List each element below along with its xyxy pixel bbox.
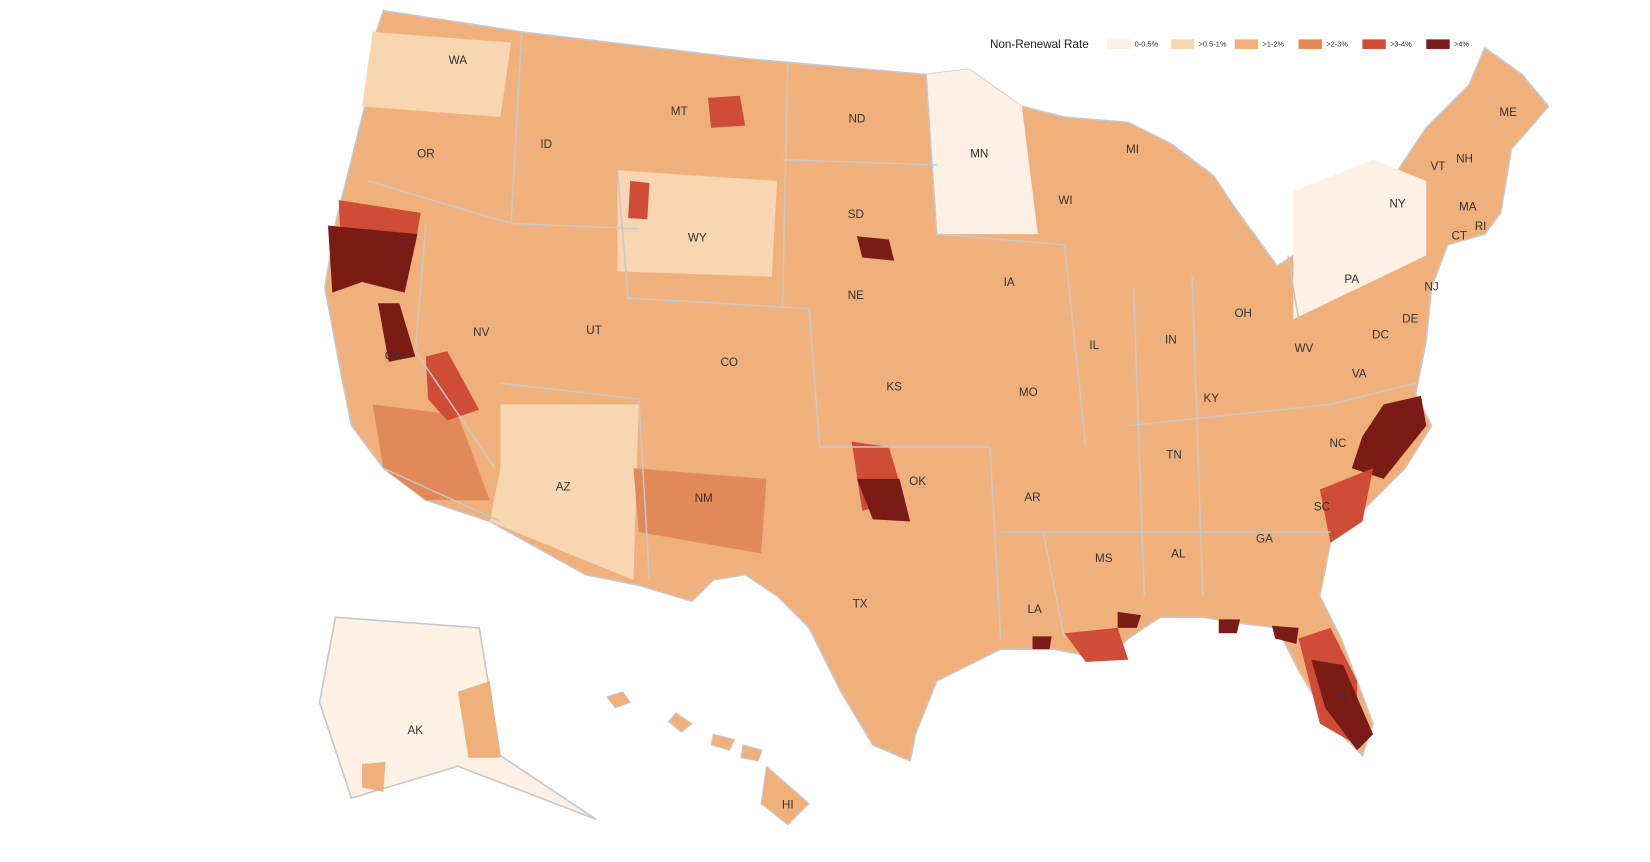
state-label: SC [1314,501,1330,514]
state-label: WA [449,54,468,67]
state-label: MA [1459,201,1477,214]
region [425,351,480,421]
state-label: AR [1024,491,1040,504]
region [1271,625,1299,644]
region [1064,627,1129,662]
state-label: GA [1256,533,1273,546]
region [328,225,418,293]
region [1117,611,1142,628]
state-labels: WA OR ID MT ND MN SD WY NV UT CO NE IA W… [385,54,1517,812]
legend-label: >2-3% [1326,40,1348,49]
state-label: AZ [556,480,571,493]
state-label: NE [848,289,864,302]
state-label: KS [886,380,902,393]
region [378,303,416,362]
region [605,691,810,826]
state-label: WI [1058,194,1072,207]
legend-label: 0-0.5% [1135,40,1159,49]
state-label: OR [417,147,435,160]
region [489,404,639,580]
region [856,236,895,261]
state-label: LA [1027,603,1042,616]
state-label: ID [540,138,552,151]
state-label: MI [1126,143,1139,156]
legend-swatch [1107,39,1131,49]
state-label: PA [1344,273,1359,286]
state-label: ME [1499,106,1517,119]
legend-swatch [1362,39,1386,49]
legend-label: >3-4% [1390,40,1412,49]
state-label: IA [1004,276,1015,289]
state-label: DE [1402,312,1418,325]
region [633,468,767,554]
legend-swatch [1426,39,1450,49]
region [628,180,650,220]
legend-label: >1-2% [1262,40,1284,49]
region [1032,636,1052,650]
state-label: OK [909,475,926,488]
state-label: WV [1294,342,1313,355]
region [1351,395,1427,479]
region [457,681,501,758]
state-label: NV [473,326,489,339]
state-label: AK [407,724,423,737]
state-label: NC [1329,437,1346,450]
state-label: UT [586,324,602,337]
state-label: CT [1451,229,1467,242]
state-label: MS [1095,552,1113,565]
region [617,170,778,277]
region [926,69,1038,235]
state-label: NH [1456,153,1473,166]
region [856,478,911,522]
state-label: SD [848,208,864,221]
state-label: DC [1372,328,1389,341]
state-label: IL [1089,339,1099,352]
state-label: AL [1171,548,1186,561]
state-label: MT [671,105,688,118]
region [1218,619,1241,634]
state-label: RI [1475,220,1487,233]
legend-swatch [1298,39,1322,49]
state-label: CO [720,356,738,369]
region [707,95,746,128]
state-label: CA [385,350,401,363]
legend-swatch [1170,39,1195,49]
region [362,31,512,118]
legend-title: Non-Renewal Rate [990,38,1089,51]
state-label: TN [1166,449,1182,462]
region [1293,159,1427,320]
state-label: KY [1204,392,1220,405]
state-label: VT [1431,160,1446,173]
state-label: FL [1336,690,1350,703]
legend: Non-Renewal Rate 0-0.5% >0.5-1% >1-2% >2-3%… [990,38,1469,51]
state-borders [367,31,1416,639]
map-regions [318,9,1550,826]
state-label: MN [970,147,988,160]
state-label: HI [782,799,794,812]
region [362,761,386,792]
state-label: MO [1019,386,1038,399]
region [1319,468,1374,543]
region [318,616,597,821]
legend-label: >4% [1454,40,1469,49]
state-label: NJ [1424,280,1438,293]
state-label: TX [853,598,868,611]
state-label: ND [848,112,865,125]
state-label: WY [688,231,707,244]
state-label: OH [1234,307,1252,320]
state-label: VA [1352,368,1367,381]
state-label: NY [1389,197,1405,210]
legend-label: >0.5-1% [1199,40,1227,49]
state-label: IN [1165,334,1177,347]
region [1311,659,1374,751]
legend-swatch [1234,39,1259,49]
state-label: NM [695,492,713,505]
